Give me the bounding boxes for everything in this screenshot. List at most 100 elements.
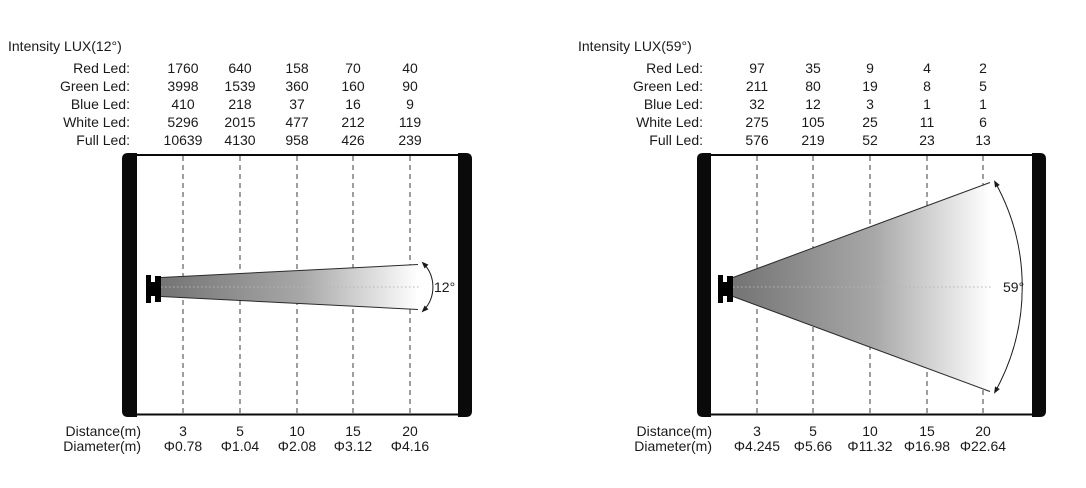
lux-row-red: Red Led: 97 35 9 4 2 [543, 59, 1086, 77]
lux-value: 275 [745, 114, 769, 130]
lux-value: 23 [919, 132, 935, 148]
lux-value: 1 [979, 96, 987, 112]
lux-value: 5 [979, 78, 987, 94]
diameter-label: Diameter(m) [63, 438, 141, 454]
beam-top-edge [160, 264, 419, 278]
lux-value: 6 [979, 114, 987, 130]
lux-value: 1539 [224, 78, 256, 94]
lux-row-label: Red Led: [73, 60, 130, 76]
lux-value: 426 [341, 132, 365, 148]
beam-cone [160, 264, 420, 310]
diameter-value: Φ4.16 [390, 438, 430, 454]
lux-value: 37 [289, 96, 305, 112]
distance-value: 15 [919, 423, 935, 439]
lux-value: 958 [285, 132, 309, 148]
lux-row-blue: Blue Led: 32 12 3 1 1 [543, 95, 1086, 113]
lux-value: 9 [866, 60, 874, 76]
lux-value: 410 [171, 96, 195, 112]
lux-row-blue: Blue Led: 410 218 37 16 9 [0, 95, 543, 113]
diameter-value: Φ1.04 [220, 438, 260, 454]
lux-value: 8 [923, 78, 931, 94]
angle-arc [994, 180, 1023, 394]
lux-value: 219 [801, 132, 825, 148]
lux-row-label: White Led: [63, 114, 130, 130]
lux-row-red: Red Led: 1760 640 158 70 40 [0, 59, 543, 77]
frame-right-bar [1032, 153, 1046, 417]
lux-row-label: White Led: [636, 114, 703, 130]
distance-label: Distance(m) [636, 423, 712, 439]
lux-value: 80 [805, 78, 821, 94]
distance-value: 3 [179, 423, 187, 439]
beam-top-edge [732, 182, 991, 278]
lux-value: 218 [228, 96, 252, 112]
lux-row-white: White Led: 275 105 25 11 6 [543, 113, 1086, 131]
lux-row-label: Blue Led: [643, 96, 703, 112]
lux-row-label: Blue Led: [70, 96, 130, 112]
distance-value: 10 [862, 423, 878, 439]
angle-label-12deg: 12° [434, 279, 456, 295]
lux-value: 97 [749, 60, 765, 76]
lux-row-white: White Led: 5296 2015 477 212 119 [0, 113, 543, 131]
lux-value: 40 [402, 60, 418, 76]
lux-value: 477 [285, 114, 309, 130]
lux-row-full: Full Led: 10639 4130 958 426 239 [0, 131, 543, 149]
panel-12deg: Intensity LUX(12°) Red Led: 1760 640 158… [0, 38, 543, 454]
lux-value: 9 [406, 96, 414, 112]
beam-diagram-59deg [697, 153, 1046, 417]
lux-value: 1760 [167, 60, 199, 76]
frame-right-bar [458, 153, 472, 417]
distance-value: 15 [345, 423, 361, 439]
diameter-label: Diameter(m) [634, 438, 712, 454]
diameter-row: Diameter(m) Φ0.78 Φ1.04 Φ2.08 Φ3.12 Φ4.1… [0, 439, 543, 454]
diameter-value: Φ22.64 [959, 438, 1007, 454]
intensity-title-12deg: Intensity LUX(12°) [8, 38, 122, 54]
lux-value: 4130 [224, 132, 256, 148]
distance-row: Distance(m) 3 5 10 15 20 [0, 424, 543, 439]
distance-label: Distance(m) [65, 423, 141, 439]
lux-row-label: Green Led: [59, 78, 130, 94]
lux-row-label: Green Led: [632, 78, 703, 94]
lux-row-label: Red Led: [646, 60, 703, 76]
light-fixture-icon [718, 275, 733, 303]
beam-bottom-edge [732, 296, 991, 392]
lux-value: 119 [398, 114, 422, 130]
beam-bottom-edge [160, 296, 419, 310]
angle-arc [421, 261, 434, 313]
lux-value: 13 [975, 132, 991, 148]
lux-value: 1 [923, 96, 931, 112]
lux-value: 160 [341, 78, 365, 94]
diameter-value: Φ3.12 [333, 438, 373, 454]
distance-row: Distance(m) 3 5 10 15 20 [543, 424, 1086, 439]
diameter-value: Φ11.32 [847, 438, 893, 454]
lux-value: 640 [228, 60, 252, 76]
lux-value: 3 [866, 96, 874, 112]
lux-value: 32 [749, 96, 765, 112]
frame-left-bar [697, 153, 711, 417]
lux-value: 52 [862, 132, 878, 148]
diameter-value: Φ4.245 [733, 438, 781, 454]
lux-value: 239 [398, 132, 422, 148]
beam-cone [732, 182, 992, 392]
lux-value: 2 [979, 60, 987, 76]
lux-value: 25 [862, 114, 878, 130]
lux-value: 10639 [163, 132, 203, 148]
panel-59deg: Intensity LUX(59°) Red Led: 97 35 9 4 2 … [543, 0, 1086, 488]
lux-value: 12 [805, 96, 821, 112]
diameter-row: Diameter(m) Φ4.245 Φ5.66 Φ11.32 Φ16.98 Φ… [543, 439, 1086, 454]
diameter-value: Φ2.08 [277, 438, 317, 454]
lux-value: 70 [345, 60, 361, 76]
lux-value: 35 [805, 60, 821, 76]
light-fixture-icon [146, 275, 161, 303]
frame-left-bar [122, 153, 137, 417]
lux-value: 4 [923, 60, 931, 76]
lux-row-full: Full Led: 576 219 52 23 13 [543, 131, 1086, 149]
lux-value: 19 [862, 78, 878, 94]
distance-value: 5 [809, 423, 817, 439]
diameter-value: Φ0.78 [163, 438, 203, 454]
distance-value: 20 [402, 423, 418, 439]
lux-value: 211 [745, 78, 769, 94]
beam-diagram-12deg [122, 153, 472, 417]
lux-value: 212 [341, 114, 365, 130]
angle-label-59deg: 59° [1003, 279, 1025, 295]
lux-value: 11 [919, 114, 935, 130]
